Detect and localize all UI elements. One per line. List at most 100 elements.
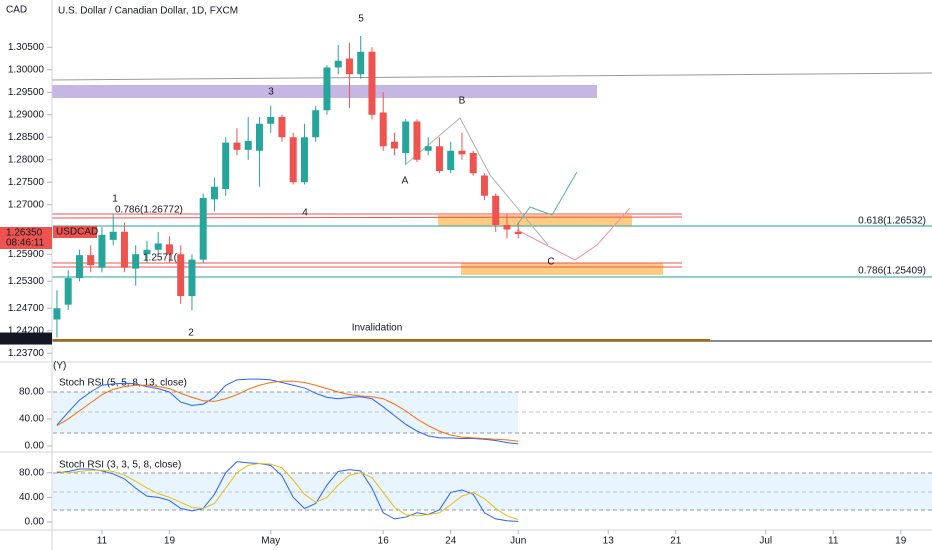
x-tick-label: 11 [97, 536, 108, 547]
candle-body [75, 255, 83, 279]
chart-title: U.S. Dollar / Canadian Dollar, 1D, FXCM [58, 6, 238, 17]
candle-body [222, 142, 230, 189]
candle-body [64, 278, 72, 305]
candle-body [368, 51, 376, 115]
annotation: Invalidation [352, 323, 403, 334]
y-tick-label: 1.30500 [8, 42, 45, 53]
x-tick-label: 11 [828, 536, 839, 547]
y-tick-label: 1.29500 [8, 87, 45, 98]
x-tick-label: 24 [445, 536, 457, 547]
candle-body [357, 51, 365, 75]
candle-body [345, 58, 353, 75]
x-tick-label: 16 [378, 536, 390, 547]
candle-body [469, 153, 477, 174]
stoch-line [56, 462, 519, 521]
y-tick-label: 1.29000 [8, 109, 45, 120]
x-tick-label: Jun [510, 536, 526, 547]
price-tag-label: 1.26350 [6, 228, 43, 239]
candle-body [458, 150, 466, 155]
candle-body [323, 67, 331, 111]
candle-body [503, 225, 511, 230]
y-tick-label: 1.25900 [8, 249, 45, 260]
candle-body [480, 175, 488, 196]
candle-body [390, 141, 398, 149]
candle-body [165, 244, 173, 255]
symbol-tag [53, 226, 97, 238]
stoch-line [56, 378, 519, 445]
annotation: 4 [302, 208, 308, 219]
y-tick-label: 80.00 [19, 467, 44, 478]
y-tick-label: 1.24200 [8, 325, 45, 336]
candle-body [188, 259, 196, 297]
y-tick-label: 40.00 [19, 414, 44, 425]
candle-body [300, 137, 308, 183]
y-tick-label: 1.28000 [8, 154, 45, 165]
candle-body [413, 121, 421, 160]
y-tick-label: 0.00 [25, 441, 45, 452]
y-tick-label: 1.25300 [8, 276, 45, 287]
candle-body [210, 186, 218, 200]
annotation: (Y) [53, 361, 66, 372]
trend-line [51, 72, 932, 81]
x-tick-label: 13 [603, 536, 615, 547]
stoch-band [53, 473, 932, 510]
symbol-label: USDCAD [56, 227, 98, 238]
candle-body [334, 60, 342, 68]
y-tick-label: 0.00 [25, 517, 45, 528]
candle-body [199, 198, 207, 260]
candle-body [402, 121, 410, 153]
y-tick-label: 1.23700 [8, 348, 45, 359]
annotation: A [402, 176, 409, 187]
y-tick-label: 1.27000 [8, 199, 45, 210]
annotation: 5 [358, 14, 364, 25]
candle-body [435, 146, 443, 171]
y-tick-label: 1.27500 [8, 177, 45, 188]
candle-body [278, 117, 286, 138]
zone [438, 215, 632, 226]
candle-body [132, 254, 140, 269]
candle-body [87, 255, 95, 266]
y-tick-label: 1.24700 [8, 303, 45, 314]
candle-body [492, 195, 500, 225]
zone [461, 263, 663, 275]
candle-body [98, 234, 106, 268]
x-tick-label: May [261, 536, 280, 547]
stoch-line [56, 461, 519, 522]
currency: CAD [6, 5, 27, 16]
annotation: C [547, 257, 554, 268]
x-tick-label: 19 [164, 536, 176, 547]
candle-body [154, 243, 162, 250]
annotation: 0.786(1.25409) [858, 266, 926, 277]
candle-body [233, 142, 241, 150]
x-tick-label: Jul [759, 536, 772, 547]
candle-body [424, 146, 432, 151]
candle-body [312, 110, 320, 138]
candle-body [447, 150, 455, 171]
candle-body [177, 254, 185, 297]
x-tick-label: 21 [670, 536, 682, 547]
y-tick-label: 1.30000 [8, 64, 45, 75]
candle-body [514, 231, 522, 234]
price-tag [0, 332, 52, 345]
candle-body [255, 123, 263, 151]
price-tag [0, 227, 52, 249]
level-line [51, 216, 683, 219]
candle-body [289, 137, 297, 183]
projection [516, 171, 578, 226]
indicator-title: Stoch RSI (3, 3, 5, 8, close) [59, 460, 181, 471]
candle-body [120, 231, 128, 268]
annotation: 2 [188, 328, 194, 339]
y-tick-label: 1.28500 [8, 132, 45, 143]
candle-body [53, 308, 61, 320]
projection [516, 207, 631, 261]
price-tag-label: 1.24027 [6, 333, 43, 344]
annotation: B [459, 96, 466, 107]
candle-body [244, 140, 252, 150]
stoch-line [56, 380, 519, 442]
candle-body [379, 112, 387, 147]
candle-body [267, 117, 275, 124]
annotation: 1 [112, 194, 118, 205]
candle-body [109, 231, 117, 240]
candle-body [143, 249, 151, 255]
